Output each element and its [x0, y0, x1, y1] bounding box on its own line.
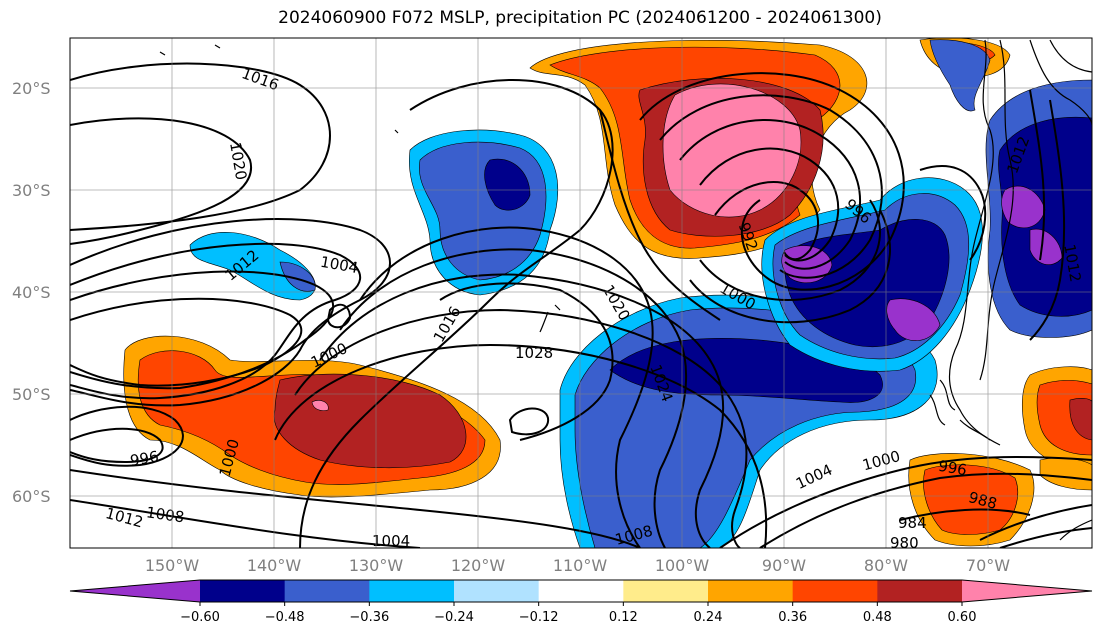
lon-tick-label: 120°W: [451, 556, 506, 575]
lon-tick-label: 80°W: [864, 556, 908, 575]
lon-tick-label: 110°W: [553, 556, 608, 575]
lon-tick-label: 100°W: [655, 556, 710, 575]
colorbar-segment: [200, 580, 286, 602]
colorbar-tick-label: 0.48: [863, 610, 892, 625]
lat-tick-label: 50°S: [12, 385, 51, 404]
contour-label: 1028: [515, 344, 553, 362]
colorbar-tick-label: 0.60: [948, 610, 977, 625]
lon-tick-label: 130°W: [349, 556, 404, 575]
lon-tick-label: 90°W: [762, 556, 806, 575]
colorbar-tick-label: 0.24: [694, 610, 723, 625]
lat-tick-label: 20°S: [12, 79, 51, 98]
colorbar-segment: [70, 580, 200, 602]
coastlines: [159, 39, 1092, 541]
lat-tick-label: 40°S: [12, 283, 51, 302]
lon-tick-label: 140°W: [247, 556, 302, 575]
mslp-contours: [70, 62, 1092, 548]
colorbar-segment: [792, 580, 878, 602]
contour-label: 996: [937, 457, 968, 480]
lat-tick-label: 60°S: [12, 487, 51, 506]
longitude-labels: 150°W 140°W 130°W 120°W 110°W 100°W 90°W…: [145, 556, 1010, 575]
colorbar: [69, 579, 1093, 603]
colorbar-segment: [284, 580, 370, 602]
colorbar-segment: [538, 580, 624, 602]
colorbar-segment: [962, 580, 1092, 602]
colorbar-tick-label: −0.36: [349, 610, 389, 625]
colorbar-segment: [454, 580, 540, 602]
contour-label: 1008: [145, 503, 185, 526]
colorbar-segment: [369, 580, 455, 602]
latitude-labels: 20°S 30°S 40°S 50°S 60°S: [12, 79, 51, 506]
colorbar-segment: [623, 580, 709, 602]
gridlines: [70, 38, 1092, 548]
lon-tick-label: 150°W: [145, 556, 200, 575]
colorbar-tick-label: −0.12: [519, 610, 559, 625]
colorbar-tick-label: −0.60: [180, 610, 220, 625]
colorbar-segment: [877, 580, 963, 602]
colorbar-tick-label: 0.36: [778, 610, 807, 625]
contour-label: 1004: [372, 532, 410, 550]
precipitation-shading: [123, 38, 1092, 548]
contour-label: 996: [129, 447, 160, 470]
map-title: 2024060900 F072 MSLP, precipitation PC (…: [278, 8, 882, 28]
colorbar-segment: [708, 580, 794, 602]
lon-tick-label: 70°W: [966, 556, 1010, 575]
colorbar-ticks: −0.60 −0.48 −0.36 −0.24 −0.12 0.12 0.24 0.36 0.4…: [180, 602, 976, 625]
plot-frame: [69, 37, 1093, 549]
contour-label: 984: [898, 514, 927, 532]
contour-label: 980: [890, 534, 919, 552]
colorbar-tick-label: −0.24: [434, 610, 474, 625]
lat-tick-label: 30°S: [12, 181, 51, 200]
colorbar-tick-label: −0.48: [265, 610, 305, 625]
colorbar-tick-label: 0.12: [609, 610, 638, 625]
